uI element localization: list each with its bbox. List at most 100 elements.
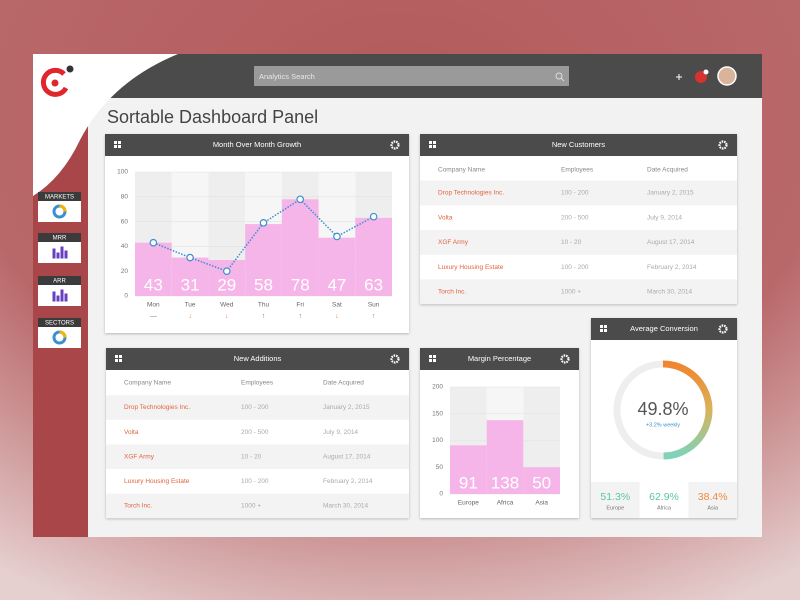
table-cell: July 9, 2014 — [647, 214, 682, 221]
settings-icon[interactable] — [560, 354, 570, 364]
panel — [106, 348, 409, 518]
line-point — [296, 195, 305, 204]
panel-header — [106, 348, 409, 370]
y-tick-label: 40 — [121, 243, 129, 250]
widget-card[interactable] — [38, 201, 81, 222]
settings-icon[interactable] — [718, 324, 728, 334]
grid-icon — [119, 355, 122, 358]
settings-icon[interactable] — [718, 140, 728, 150]
grid-icon — [119, 359, 122, 362]
company-name: Volta — [438, 214, 453, 221]
table-cell: March 30, 2014 — [647, 289, 693, 296]
grid-icon — [118, 145, 121, 148]
widget-icon — [52, 248, 56, 259]
donut-arc — [662, 360, 713, 460]
bar-value-label: 91 — [459, 473, 478, 492]
table-cell: 200 - 500 — [241, 429, 269, 436]
grid-icon — [429, 355, 432, 358]
y-tick-label: 80 — [121, 194, 129, 201]
grid-icon — [429, 359, 432, 362]
company-name: XGF Army — [124, 453, 155, 460]
widget-icon — [60, 246, 64, 259]
search-icon[interactable] — [555, 72, 563, 80]
table-cell: March 30, 2014 — [323, 503, 369, 510]
x-tick-label: Thu — [258, 302, 270, 309]
settings-icon[interactable] — [390, 140, 400, 150]
widget-label: ARR — [53, 278, 66, 284]
widget-label-bg — [38, 192, 81, 201]
company-name: Volta — [124, 429, 139, 436]
grid-icon — [604, 329, 607, 332]
bar — [208, 260, 246, 296]
table-cell: 1000 + — [561, 289, 581, 296]
page-title: Sortable Dashboard Panel — [107, 107, 318, 127]
region-name: Asia — [707, 505, 719, 511]
region-value: 38.4% — [698, 491, 728, 503]
company-name: Drop Technologies Inc. — [124, 404, 190, 411]
line-point — [186, 253, 194, 262]
company-name: Torch Inc. — [124, 503, 152, 510]
row-stripe — [106, 493, 409, 519]
bar — [135, 242, 172, 296]
bar-value-label: 43 — [144, 275, 163, 294]
add-button[interactable] — [676, 74, 682, 80]
donut-value: 49.8% — [637, 399, 688, 419]
search-icon-handle — [560, 77, 565, 82]
grid-icon — [115, 355, 118, 358]
row-stripe — [420, 180, 737, 206]
table-cell: 200 - 500 — [561, 214, 589, 221]
widget-label: MRR — [53, 235, 67, 241]
panel-header — [420, 134, 737, 156]
y-tick-label: 20 — [121, 268, 129, 275]
widget-label-bg — [38, 276, 81, 285]
bar-value-label: 29 — [217, 275, 236, 294]
company-name: Torch Inc. — [438, 289, 466, 296]
table-cell: January 2, 2015 — [323, 404, 370, 411]
y-tick-label: 100 — [117, 169, 128, 176]
x-tick-label: Africa — [497, 500, 514, 507]
notifications-button[interactable] — [695, 71, 707, 83]
dashboard: MARKETS MRR ARR SECTORS Month Over Month Gro… — [38, 134, 738, 519]
bar — [245, 224, 282, 296]
panel-header — [420, 348, 579, 370]
search-box[interactable] — [254, 66, 569, 86]
company-name: XGF Army — [438, 239, 469, 246]
table-cell: 100 - 200 — [561, 264, 589, 271]
panel-title: Margin Percentage — [468, 354, 531, 363]
x-tick-label: Europe — [458, 500, 479, 507]
widget-card[interactable] — [38, 327, 81, 348]
widget-icon — [64, 250, 68, 259]
grid-icon — [604, 325, 607, 328]
donut-change: +3.2% weekly — [646, 422, 680, 428]
trend-indicator: ↓ — [335, 313, 339, 320]
column-header: Company Name — [124, 380, 171, 387]
x-tick-label: Wed — [220, 302, 234, 309]
settings-icon[interactable] — [390, 354, 400, 364]
region-cell — [639, 482, 689, 518]
grid-icon — [433, 355, 436, 358]
logo-area — [33, 54, 178, 196]
panel — [420, 134, 737, 304]
trend-indicator: — — [150, 313, 157, 320]
bar — [171, 257, 209, 296]
panel-title: New Additions — [234, 354, 282, 363]
region-value: 51.3% — [600, 491, 630, 503]
table-cell: 10 - 20 — [561, 239, 582, 246]
table-cell: January 2, 2015 — [647, 190, 694, 197]
trend-indicator: ↑ — [298, 313, 302, 320]
search-placeholder: Analytics Search — [259, 72, 315, 81]
x-tick-label: Sat — [332, 302, 342, 309]
company-name: Luxury Housing Estate — [438, 264, 504, 271]
x-tick-label: Tue — [185, 302, 196, 309]
column-header: Employees — [241, 380, 274, 387]
bar — [450, 445, 487, 494]
widget-icon — [56, 295, 60, 302]
avatar[interactable] — [717, 66, 737, 86]
region-cell — [688, 482, 738, 518]
y-tick-label: 0 — [124, 293, 128, 300]
line-point — [222, 267, 231, 276]
bar — [523, 467, 560, 494]
widget-label-bg — [38, 318, 81, 327]
